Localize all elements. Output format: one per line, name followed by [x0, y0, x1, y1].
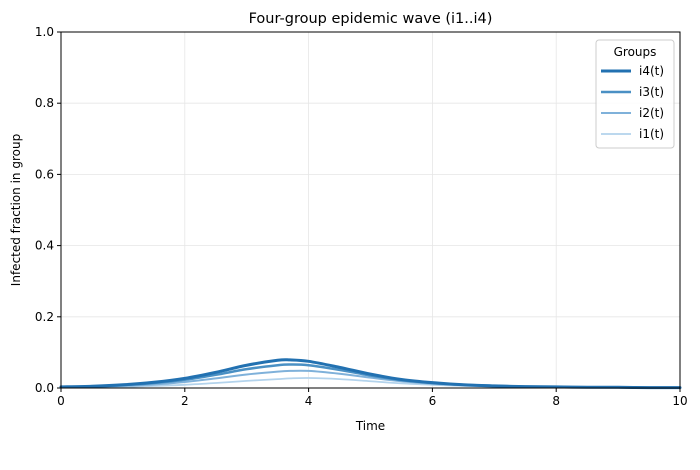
axis-ticks: 0 2 4 6 8 10 0.0 0.2 0.4 0.6 0.8 1.0 [35, 25, 688, 408]
legend-label-i3t: i3(t) [639, 85, 664, 99]
legend-entries: i4(t) i3(t) i2(t) i1(t) [601, 64, 664, 141]
y-tick-label: 0.6 [35, 167, 54, 181]
legend: Groups i4(t) i3(t) i2(t) i1(t) [595, 39, 675, 149]
y-axis-label: Infected fraction in group [9, 134, 23, 286]
x-tick-label: 6 [429, 394, 437, 408]
axes-frame [60, 31, 681, 389]
x-tick-label: 10 [672, 394, 687, 408]
y-tick-label: 0.4 [35, 239, 54, 253]
legend-title: Groups [614, 45, 657, 59]
y-tick-label: 0.8 [35, 96, 54, 110]
x-tick-label: 8 [552, 394, 560, 408]
legend-label-i4t: i4(t) [639, 64, 664, 78]
legend-label-i2t: i2(t) [639, 106, 664, 120]
x-tick-label: 4 [305, 394, 313, 408]
x-axis-label: Time [355, 419, 385, 433]
y-tick-label: 1.0 [35, 25, 54, 39]
legend-box [595, 39, 675, 149]
y-tick-label: 0.0 [35, 381, 54, 395]
series-lines [59, 358, 682, 390]
x-tick-label: 0 [57, 394, 65, 408]
series-line-i4t [59, 358, 682, 390]
y-tick-label: 0.2 [35, 310, 54, 324]
chart-title: Four-group epidemic wave (i1..i4) [249, 11, 493, 27]
x-tick-label: 2 [181, 394, 189, 408]
legend-label-i1t: i1(t) [639, 127, 664, 141]
